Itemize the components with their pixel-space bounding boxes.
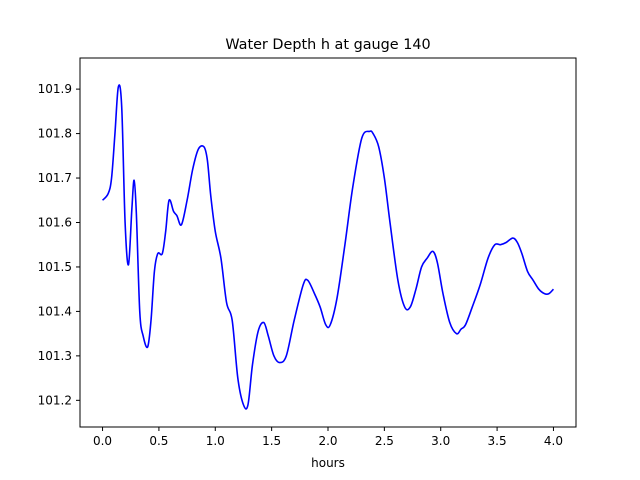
x-tick-label: 1.0 — [206, 434, 225, 448]
y-tick-label: 101.8 — [38, 127, 72, 141]
x-tick-label: 0.0 — [93, 434, 112, 448]
x-tick-label: 3.0 — [431, 434, 450, 448]
y-axis-ticks: 101.2 101.3 101.4 101.5 101.6 101.7 101.8 101.9 — [38, 82, 80, 407]
y-tick-label: 101.6 — [38, 215, 72, 229]
plot-frame — [79, 57, 577, 428]
y-tick-label: 101.2 — [38, 393, 72, 407]
plot-lines — [101, 84, 555, 410]
y-tick-label: 101.3 — [38, 349, 72, 363]
y-tick-label: 101.7 — [38, 171, 72, 185]
x-tick-label: 0.5 — [149, 434, 168, 448]
y-tick-label: 101.9 — [38, 82, 72, 96]
x-tick-label: 2.5 — [375, 434, 394, 448]
series-line — [101, 84, 555, 410]
x-tick-label: 1.5 — [262, 434, 281, 448]
x-tick-label: 3.5 — [488, 434, 507, 448]
y-tick-label: 101.4 — [38, 304, 72, 318]
x-axis-label: hours — [311, 456, 345, 470]
x-tick-label: 4.0 — [544, 434, 563, 448]
x-tick-label: 2.0 — [318, 434, 337, 448]
x-axis-ticks: 0.0 0.5 1.0 1.5 2.0 2.5 3.0 3.5 4.0 — [93, 427, 563, 448]
y-tick-label: 101.5 — [38, 260, 72, 274]
chart-title: Water Depth h at gauge 140 — [225, 37, 430, 53]
